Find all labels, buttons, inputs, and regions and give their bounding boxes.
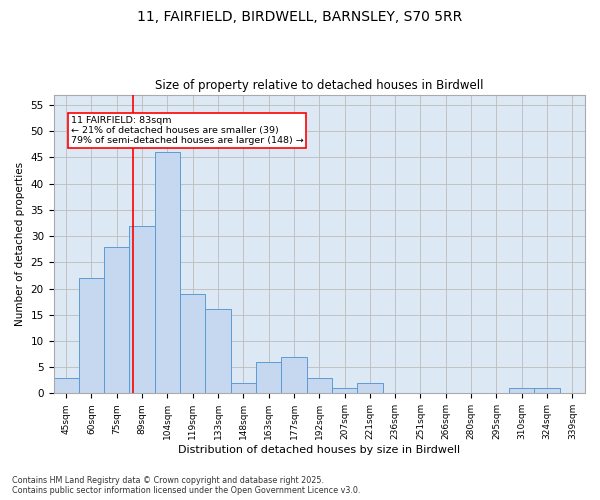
Y-axis label: Number of detached properties: Number of detached properties [15,162,25,326]
Bar [180,294,205,394]
Bar [104,246,130,394]
Bar [535,388,560,394]
Text: 11, FAIRFIELD, BIRDWELL, BARNSLEY, S70 5RR: 11, FAIRFIELD, BIRDWELL, BARNSLEY, S70 5… [137,10,463,24]
Bar [53,378,79,394]
Bar [256,362,281,394]
X-axis label: Distribution of detached houses by size in Birdwell: Distribution of detached houses by size … [178,445,460,455]
Bar [357,383,383,394]
Bar [230,383,256,394]
Bar [332,388,357,394]
Bar [130,226,155,394]
Bar [307,378,332,394]
Bar [155,152,180,394]
Title: Size of property relative to detached houses in Birdwell: Size of property relative to detached ho… [155,79,484,92]
Bar [281,356,307,394]
Bar [79,278,104,394]
Bar [205,310,230,394]
Text: 11 FAIRFIELD: 83sqm
← 21% of detached houses are smaller (39)
79% of semi-detach: 11 FAIRFIELD: 83sqm ← 21% of detached ho… [71,116,304,146]
Text: Contains HM Land Registry data © Crown copyright and database right 2025.
Contai: Contains HM Land Registry data © Crown c… [12,476,361,495]
Bar [509,388,535,394]
